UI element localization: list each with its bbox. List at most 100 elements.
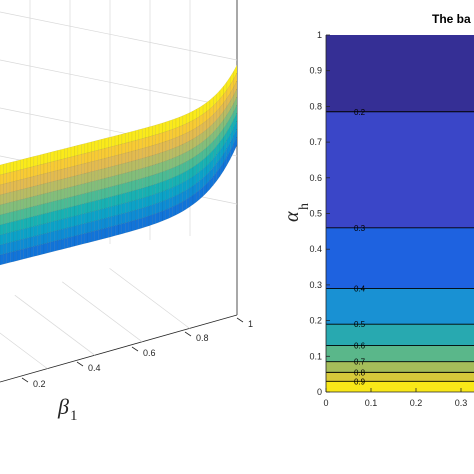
contour-label: 0.6	[354, 342, 366, 351]
surface-facet	[10, 221, 14, 233]
surface-facet	[165, 130, 170, 142]
surface-facet	[16, 159, 21, 171]
surface-facet	[13, 210, 18, 222]
surface-facet	[114, 214, 119, 226]
surface-facet	[30, 216, 35, 228]
contour-label: 0.8	[354, 368, 366, 377]
grid-line	[14, 294, 96, 356]
surface-facet	[43, 182, 48, 195]
surface-facet	[91, 160, 95, 173]
surface-facet	[54, 240, 58, 252]
surface-facet	[13, 200, 18, 212]
surface-facet	[152, 174, 156, 186]
surface-facet	[60, 198, 65, 210]
surface-facet	[179, 163, 183, 175]
chart-title: The ba	[432, 12, 471, 26]
surface-facet	[169, 158, 173, 170]
surface-facet	[26, 157, 31, 169]
surface-facet	[135, 179, 139, 191]
surface-facet	[155, 192, 160, 204]
grid-line	[0, 59, 238, 109]
surface-facet	[84, 152, 89, 164]
surface-facet	[98, 229, 102, 241]
surface-facet	[186, 112, 190, 124]
grid-line	[0, 11, 238, 61]
surface-facet	[155, 172, 160, 185]
surface-facet	[179, 134, 183, 147]
surface-facet	[162, 180, 167, 192]
surface-facet	[138, 128, 143, 140]
surface-facet	[169, 129, 173, 141]
surface-facet	[23, 197, 28, 210]
contour-y-tick-label: 0.8	[309, 101, 322, 111]
grid-line	[0, 332, 48, 369]
surface-facet	[70, 165, 75, 178]
surface-facet	[108, 216, 112, 228]
surface-facet	[0, 223, 4, 236]
surface-facet	[152, 183, 156, 196]
contour-label: 0.7	[354, 358, 366, 367]
surface-x-tick	[236, 317, 244, 323]
surface-facet	[67, 196, 72, 209]
surface-facet	[57, 149, 62, 161]
contour-y-tick-label: 0.7	[309, 137, 322, 147]
surface-facet	[64, 237, 68, 249]
surface-facet	[54, 150, 58, 162]
surface-facet	[128, 220, 133, 233]
surface-facet	[3, 213, 7, 225]
surface-facet	[30, 196, 35, 208]
surface-facet	[111, 195, 116, 207]
surface-facet	[50, 211, 55, 223]
surface-facet	[23, 167, 28, 180]
surface-facet	[20, 238, 24, 251]
surface-facet	[64, 177, 68, 189]
surface-facet	[13, 190, 18, 202]
surface-facet	[94, 159, 99, 172]
surface-facet	[138, 188, 143, 200]
contour-y-label: α	[281, 211, 303, 222]
surface-facet	[54, 200, 58, 212]
surface-facet	[54, 210, 58, 222]
surface-facet	[40, 243, 45, 255]
surface-facet	[20, 188, 24, 201]
surface-facet	[3, 203, 7, 215]
surface-facet	[23, 247, 28, 260]
surface-facet	[16, 219, 21, 231]
surface-facet	[20, 198, 24, 211]
surface-facet	[182, 199, 187, 212]
surface-facet	[128, 161, 133, 173]
surface-facet	[172, 156, 177, 169]
surface-facet	[26, 217, 31, 229]
surface-facet	[172, 137, 177, 149]
surface-facet	[43, 192, 48, 205]
contour-labels: 0.2 0.3 0.4 0.5 0.6 0.70.80.9	[354, 108, 366, 387]
surface-facet	[0, 233, 4, 246]
surface-facet	[162, 199, 167, 212]
surface-facet	[108, 186, 112, 198]
surface-facet	[43, 152, 48, 165]
contour-band	[326, 345, 474, 362]
surface-facet	[77, 194, 82, 206]
surface-facet	[148, 155, 153, 167]
surface-facet	[23, 207, 28, 220]
surface-facet	[77, 144, 82, 156]
surface-facet	[84, 192, 89, 204]
surface-facet	[60, 188, 65, 200]
surface-facet	[64, 217, 68, 229]
surface-facet	[169, 167, 173, 180]
surface-facet	[169, 148, 173, 160]
surface-facet	[70, 155, 75, 168]
surface-facet	[84, 222, 89, 234]
surface-facet	[13, 160, 18, 172]
surface-facet	[108, 196, 112, 208]
surface-facet	[50, 181, 55, 193]
surface-facet	[40, 173, 45, 185]
surface-facet	[67, 166, 72, 179]
surface-facet	[47, 211, 51, 224]
contour-x-tick-label: 0	[323, 398, 328, 408]
surface-facet	[77, 204, 82, 216]
surface-facet	[145, 186, 150, 198]
surface-facet	[155, 182, 160, 195]
surface-facet	[67, 176, 72, 189]
surface-facet	[152, 134, 156, 146]
